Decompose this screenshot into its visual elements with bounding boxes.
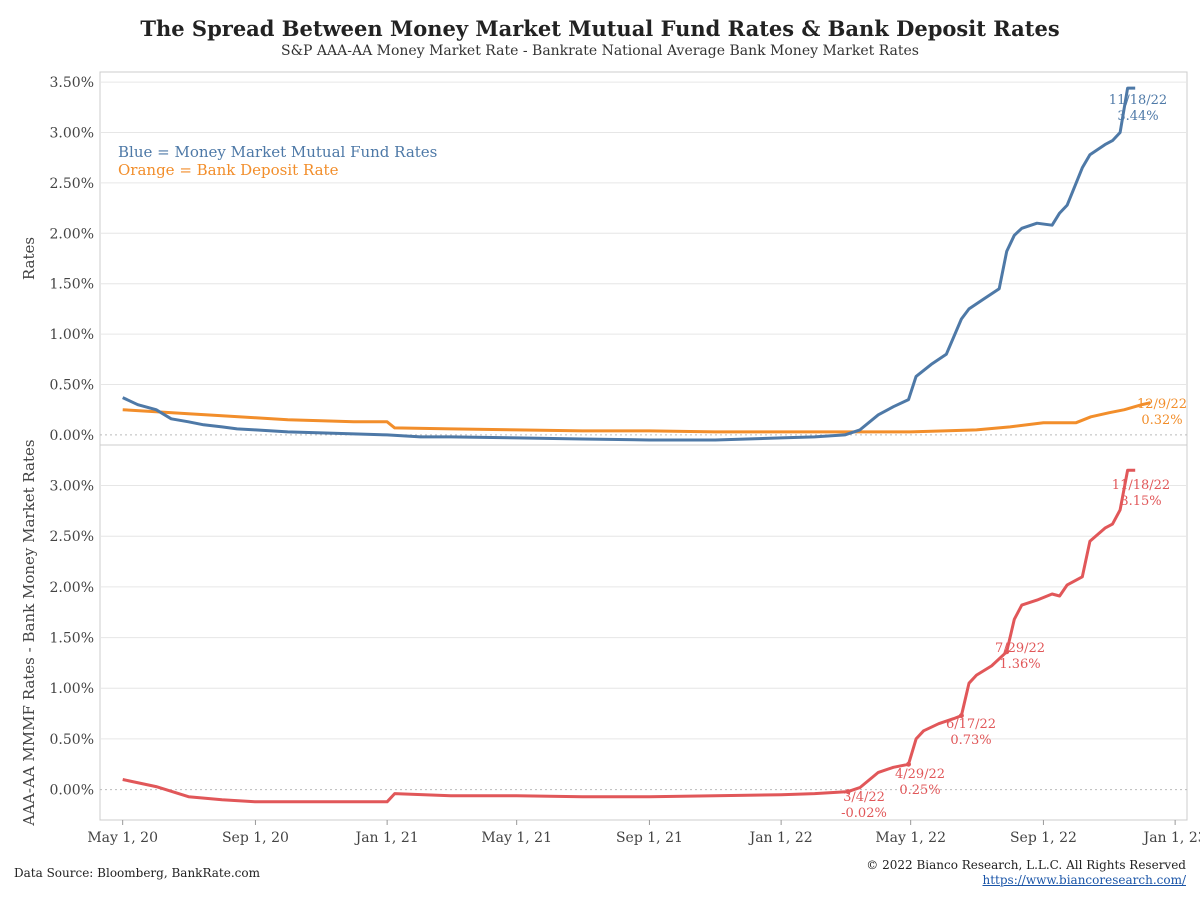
top-y-axis-title: Rates xyxy=(20,237,38,280)
spread-annotation-429-value: 0.25% xyxy=(899,783,940,798)
spread-marker xyxy=(958,713,964,719)
x-tick-label: Sep 1, 21 xyxy=(616,830,683,846)
bottom-y-tick-label: 0.00% xyxy=(50,783,94,799)
chart-title: The Spread Between Money Market Mutual F… xyxy=(140,16,1060,41)
bottom-y-tick-label: 2.50% xyxy=(50,529,94,545)
chart-subtitle: S&P AAA-AA Money Market Rate - Bankrate … xyxy=(280,43,919,59)
spread-annotation-729-value: 1.36% xyxy=(999,657,1040,672)
legend-orange: Orange = Bank Deposit Rate xyxy=(118,161,339,179)
bank-deposit-rate-line xyxy=(122,401,1151,434)
x-tick-label: Jan 1, 22 xyxy=(748,830,813,846)
x-tick-label: May 1, 21 xyxy=(481,830,552,846)
x-tick-label: May 1, 22 xyxy=(875,830,946,846)
data-source: Data Source: Bloomberg, BankRate.com xyxy=(14,866,260,880)
legend-blue: Blue = Money Market Mutual Fund Rates xyxy=(118,143,437,161)
x-tick-label: Sep 1, 20 xyxy=(222,830,289,846)
x-tick-label: Jan 1, 23 xyxy=(1142,830,1200,846)
spread-annotation-429-date: 4/29/22 xyxy=(895,767,945,782)
bottom-y-tick-label: 2.00% xyxy=(50,580,94,596)
spread-annotation-617-value: 0.73% xyxy=(950,733,991,748)
spread-line xyxy=(122,468,1136,804)
x-tick-label: Jan 1, 21 xyxy=(354,830,419,846)
spread-annotation-617-date: 6/17/22 xyxy=(946,717,996,732)
mmf-annotation-value: 3.44% xyxy=(1117,109,1158,124)
bottom-y-tick-label: 1.50% xyxy=(50,631,94,647)
top-y-tick-label: 0.50% xyxy=(50,378,94,394)
spread-annotation-1118-value: 3.15% xyxy=(1120,494,1161,509)
top-panel-frame xyxy=(99,71,1188,446)
bottom-panel-frame xyxy=(99,444,1188,821)
bottom-y-tick-label: 0.50% xyxy=(50,732,94,748)
bank-annotation-value: 0.32% xyxy=(1141,413,1182,428)
footer-right: © 2022 Bianco Research, L.L.C. All Right… xyxy=(866,858,1186,888)
spread-annotation-1118-date: 11/18/22 xyxy=(1112,478,1170,493)
spread-annotation-34-value: -0.02% xyxy=(841,806,887,821)
bottom-y-tick-label: 1.00% xyxy=(50,681,94,697)
money-market-fund-rate-line xyxy=(122,86,1136,442)
top-y-tick-label: 1.50% xyxy=(50,277,94,293)
copyright: © 2022 Bianco Research, L.L.C. All Right… xyxy=(866,858,1186,872)
spread-annotation-729-date: 7/29/22 xyxy=(995,641,1045,656)
spread-marker xyxy=(906,761,912,767)
x-tick-label: Sep 1, 22 xyxy=(1010,830,1077,846)
bottom-y-tick-label: 3.00% xyxy=(50,479,94,495)
spread-marker xyxy=(1004,649,1010,655)
bottom-y-axis-title: AAA-AA MMMF Rates - Bank Money Market Ra… xyxy=(20,439,38,826)
top-y-tick-label: 0.00% xyxy=(50,428,94,444)
website-link[interactable]: https://www.biancoresearch.com/ xyxy=(982,873,1186,887)
x-tick-label: May 1, 20 xyxy=(87,830,158,846)
spread-marker xyxy=(845,789,851,795)
top-y-tick-label: 2.50% xyxy=(50,176,94,192)
spread-annotation-34-date: 3/4/22 xyxy=(843,790,885,805)
top-y-tick-label: 2.00% xyxy=(50,226,94,242)
mmf-annotation-date: 11/18/22 xyxy=(1109,93,1167,108)
top-y-tick-label: 3.50% xyxy=(50,75,94,91)
top-y-tick-label: 1.00% xyxy=(50,327,94,343)
top-y-tick-label: 3.00% xyxy=(50,125,94,141)
bank-annotation-date: 12/9/22 xyxy=(1137,397,1187,412)
